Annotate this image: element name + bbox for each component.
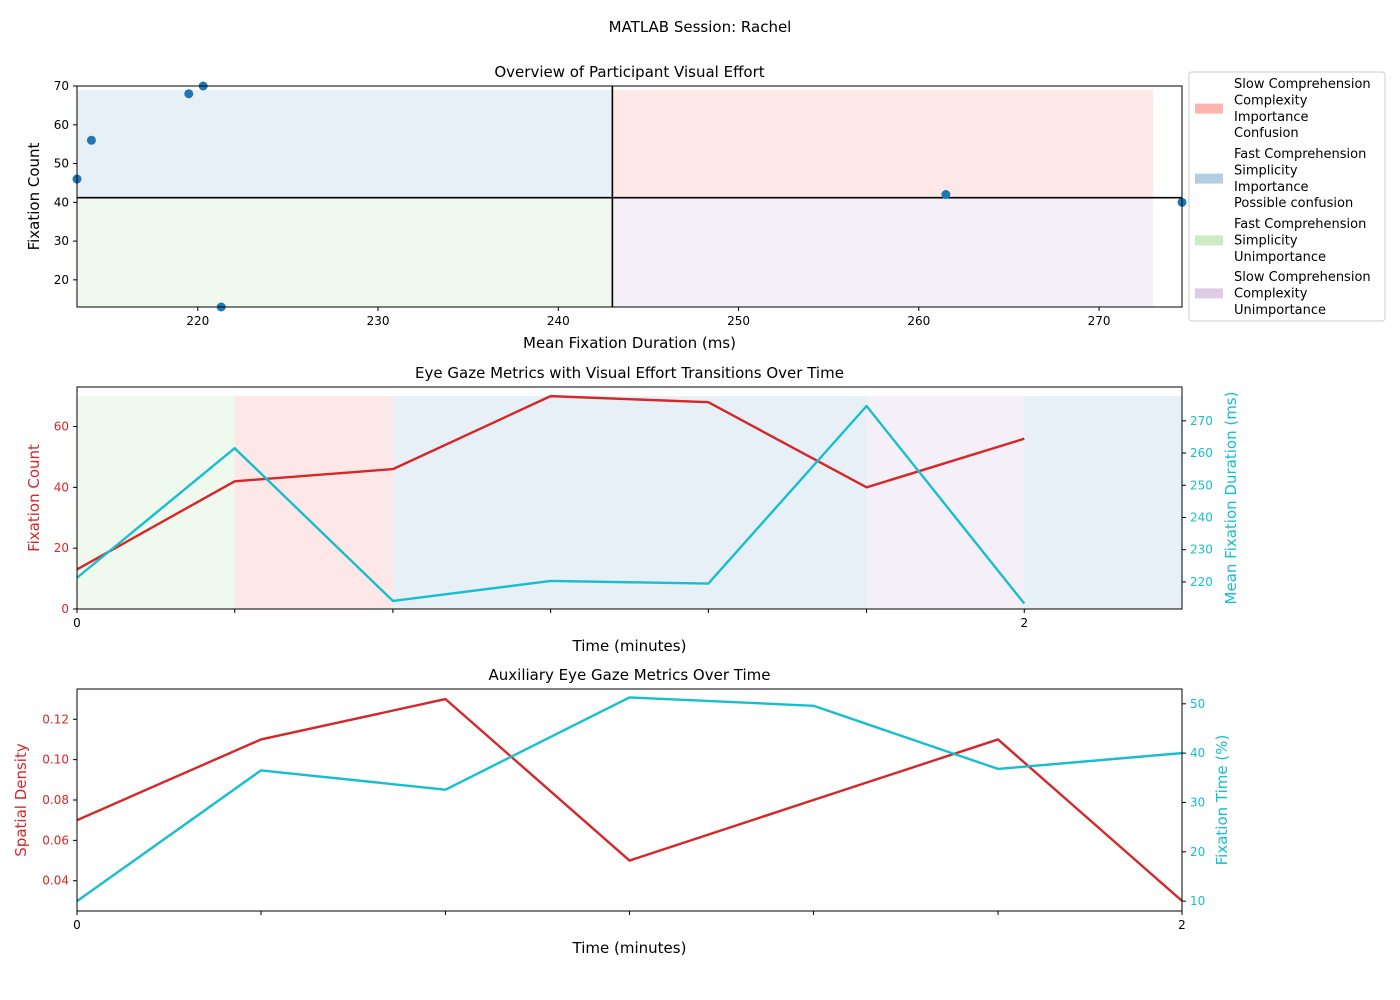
legend-label-line: Fast Comprehension <box>1234 217 1366 232</box>
transitions-ytick-right-label: 250 <box>1190 478 1213 492</box>
auxiliary-ytick-right-label: 30 <box>1190 795 1205 809</box>
overview-xtick-label: 270 <box>1088 314 1111 328</box>
auxiliary-ytick-right-label: 10 <box>1190 894 1205 908</box>
region-slow-importance <box>612 89 1154 198</box>
transitions-region-slow_importance <box>234 396 393 609</box>
auxiliary-ytick-left-label: 0.12 <box>42 712 69 726</box>
transitions-axes-frame <box>76 386 1183 610</box>
overview-ytick-label: 60 <box>54 118 69 132</box>
auxiliary-ytick-right-label: 40 <box>1190 746 1205 760</box>
overview-ytick-label: 70 <box>54 79 69 93</box>
transitions-xtick-label: 2 <box>1020 616 1028 630</box>
transitions-ytick-right-label: 240 <box>1190 510 1213 524</box>
transitions-ylabel-right: Mean Fixation Duration (ms) <box>1222 392 1240 605</box>
auxiliary-ylabel-left: Spatial Density <box>12 743 30 857</box>
legend-label-line: Complexity <box>1234 286 1308 301</box>
legend-label-line: Simplicity <box>1234 233 1298 248</box>
transitions-xlabel: Time (minutes) <box>572 637 687 655</box>
auxiliary-ytick-left-label: 0.10 <box>42 753 69 767</box>
legend-label-line: Slow Comprehension <box>1234 270 1371 285</box>
transitions-ytick-left-label: 0 <box>61 602 69 616</box>
auxiliary-axes-frame <box>76 688 1183 912</box>
legend-label-line: Importance <box>1234 180 1309 195</box>
transitions-ytick-right-label: 260 <box>1190 446 1213 460</box>
auxiliary-ytick-right-label: 50 <box>1190 697 1205 711</box>
overview-xtick-label: 230 <box>367 314 390 328</box>
overview-xtick-label: 240 <box>547 314 570 328</box>
transitions-title: Eye Gaze Metrics with Visual Effort Tran… <box>415 364 844 382</box>
overview-ytick-label: 40 <box>54 195 69 209</box>
overview-ytick-label: 20 <box>54 273 69 287</box>
transitions-series-right-line <box>76 404 1026 605</box>
overview-plot-area <box>77 86 1182 307</box>
auxiliary-series-right-line <box>76 696 1183 903</box>
auxiliary-ytick-left-label: 0.08 <box>42 793 69 807</box>
region-fast-unimportance <box>77 197 613 307</box>
transitions-ytick-left-label: 20 <box>54 541 69 555</box>
auxiliary-ytick-right-label: 20 <box>1190 845 1205 859</box>
overview-ytick-label: 50 <box>54 157 69 171</box>
legend-swatch-slow_importance <box>1195 103 1223 114</box>
legend-label-line: Simplicity <box>1234 163 1298 178</box>
transitions-plot-area <box>77 396 1182 609</box>
overview-ylabel: Fixation Count <box>25 142 43 250</box>
transitions-xtick-label: 0 <box>73 616 81 630</box>
auxiliary-ytick-left-label: 0.04 <box>42 874 69 888</box>
chart-legend: Slow ComprehensionComplexityImportanceCo… <box>1188 71 1386 322</box>
transitions-region-slow_unimportance <box>866 396 1025 609</box>
auxiliary-xtick-label: 0 <box>73 918 81 932</box>
region-slow-unimportance <box>612 197 1154 307</box>
transitions-region-fast_unimportance <box>77 396 235 609</box>
transitions-region-fast_importance <box>1024 396 1182 609</box>
overview-xtick-label: 260 <box>907 314 930 328</box>
overview-xlabel: Mean Fixation Duration (ms) <box>523 334 736 352</box>
legend-label-line: Complexity <box>1234 93 1308 108</box>
legend-label-line: Possible confusion <box>1234 196 1353 211</box>
overview-ytick-label: 30 <box>54 234 69 248</box>
legend-swatch-slow_unimportance <box>1195 288 1223 299</box>
transitions-region-fast_importance <box>392 396 867 609</box>
auxiliary-title: Auxiliary Eye Gaze Metrics Over Time <box>489 666 771 684</box>
scatter-point-1 <box>86 135 96 145</box>
region-fast-importance <box>77 89 613 198</box>
legend-label-line: Unimportance <box>1234 250 1326 265</box>
legend-label-line: Slow Comprehension <box>1234 77 1371 92</box>
transitions-ytick-left-label: 60 <box>54 420 69 434</box>
auxiliary-xtick-label: 2 <box>1178 918 1186 932</box>
overview-xtick-label: 250 <box>727 314 750 328</box>
scatter-point-2 <box>184 89 194 99</box>
auxiliary-line-chart: 0 2 0.04 0.06 0.08 0.10 0.12 10 20 30 40 50 Auxiliar… <box>12 666 1231 957</box>
auxiliary-series-left-line <box>76 697 1183 902</box>
transitions-series-left-line <box>76 394 1025 571</box>
transitions-ytick-left-label: 40 <box>54 480 69 494</box>
legend-swatch-fast_importance <box>1195 173 1223 184</box>
legend-label-line: Confusion <box>1234 126 1299 141</box>
legend-frame <box>1188 71 1386 322</box>
overview-title: Overview of Participant Visual Effort <box>494 63 764 81</box>
legend-label-line: Importance <box>1234 110 1309 125</box>
auxiliary-ytick-left-label: 0.06 <box>42 833 69 847</box>
transitions-ytick-right-label: 220 <box>1190 575 1213 589</box>
transitions-ytick-right-label: 230 <box>1190 543 1213 557</box>
transitions-ytick-right-label: 270 <box>1190 414 1213 428</box>
overview-scatter-chart: 220 230 240 250 260 270 20 30 40 50 60 70 Overview o… <box>25 63 1187 352</box>
figure-suptitle: MATLAB Session: Rachel <box>609 18 792 36</box>
legend-label-line: Unimportance <box>1234 303 1326 318</box>
transitions-ylabel-left: Fixation Count <box>25 444 43 552</box>
overview-axes-frame <box>76 85 1183 308</box>
auxiliary-ylabel-right: Fixation Time (%) <box>1213 735 1231 866</box>
legend-swatch-fast_unimportance <box>1195 235 1223 246</box>
overview-xtick-label: 220 <box>186 314 209 328</box>
scatter-point-5 <box>941 190 951 200</box>
auxiliary-xlabel: Time (minutes) <box>572 939 687 957</box>
legend-label-line: Fast Comprehension <box>1234 147 1366 162</box>
